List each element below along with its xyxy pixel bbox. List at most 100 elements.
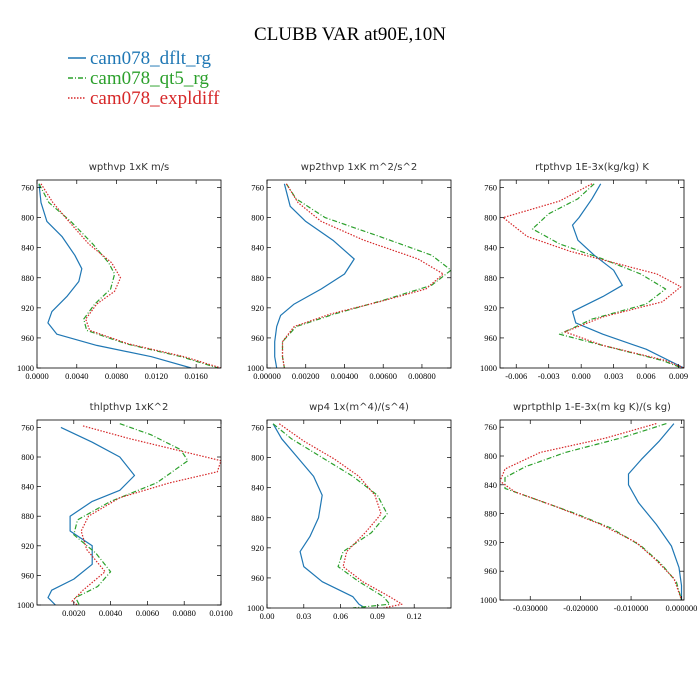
y-tick-label: 760 (484, 422, 497, 432)
series-line-cam078_dflt_rg (274, 183, 355, 368)
y-tick-label: 840 (251, 483, 264, 493)
panel-title: rtpthvp 1E-3x(kg/kg) K (535, 162, 649, 173)
panel-6: wprtpthlp 1-E-3x(m kg K)/(s kg) 760 800 840… (480, 402, 697, 613)
plot-frame (36, 179, 222, 369)
series-line-cam078_qt5_rg (504, 423, 683, 600)
panel-title: wp4 1x(m^4)/(s^4) (309, 402, 409, 413)
series-line-cam078_expldiff (278, 423, 403, 608)
plot-frame (499, 419, 685, 601)
panel-title: wprtpthlp 1-E-3x(m kg K)/(s kg) (513, 402, 671, 413)
y-tick-label: 760 (21, 422, 34, 432)
y-tick-label: 1000 (17, 600, 34, 610)
y-tick-label: 800 (251, 453, 264, 463)
x-tick-label: -0.010000 (614, 603, 649, 613)
y-tick-label: 920 (251, 543, 264, 553)
panel-3: rtpthvp 1E-3x(kg/kg) K 760 800 840 880 920 960… (480, 162, 688, 381)
y-tick-label: 1000 (247, 603, 264, 613)
panel-title: wpthvp 1xK m/s (89, 162, 170, 173)
y-tick-label: 920 (484, 537, 497, 547)
panel-title: thlpthvp 1xK^2 (90, 402, 169, 413)
series-line-cam078_dflt_rg (47, 426, 136, 605)
x-tick-label: 0.0080 (173, 608, 196, 618)
series-line-cam078_qt5_rg (272, 423, 391, 608)
y-tick-label: 920 (251, 303, 264, 313)
x-tick-label: 0.003 (604, 371, 623, 381)
x-tick-label: 0.000000 (666, 603, 698, 613)
y-tick-label: 960 (251, 573, 264, 583)
series-line-cam078_qt5_rg (281, 183, 451, 368)
series-line-cam078_expldiff (500, 423, 683, 600)
panel-2: wp2thvp 1xK m^2/s^2 760 800 840 880 920 960 100… (247, 162, 452, 381)
y-tick-label: 840 (21, 243, 34, 253)
plot-frame (499, 179, 685, 369)
panel-5: wp4 1x(m^4)/(s^4) 760 800 840 880 920 960 1000 0… (247, 402, 452, 621)
x-tick-label: -0.006 (505, 371, 527, 381)
y-tick-label: 920 (484, 303, 497, 313)
plot-frame (36, 419, 222, 606)
series-group (274, 183, 451, 368)
series-group (500, 423, 683, 600)
y-tick-label: 760 (251, 423, 264, 433)
x-tick-label: 0.0040 (99, 608, 122, 618)
series-line-cam078_expldiff (40, 183, 221, 368)
series-line-cam078_expldiff (281, 183, 444, 368)
x-tick-label: 0.00200 (292, 371, 320, 381)
series-line-cam078_dflt_rg (272, 423, 366, 608)
series-group (502, 183, 684, 368)
legend-label-expldiff: cam078_expldiff (90, 88, 220, 109)
x-tick-label: 0.00800 (408, 371, 436, 381)
y-tick-label: 880 (484, 273, 497, 283)
y-tick-label: 880 (251, 273, 264, 283)
panels: wpthvp 1xK m/s76080084088092096010000.00… (17, 162, 697, 621)
series-group (38, 183, 221, 368)
x-tick-label: 0.006 (637, 371, 656, 381)
y-tick-label: 800 (21, 452, 34, 462)
y-tick-label: 880 (21, 511, 34, 521)
series-line-cam078_expldiff (71, 425, 221, 605)
y-tick-label: 1000 (17, 363, 34, 373)
x-tick-label: 0.0120 (145, 371, 168, 381)
x-tick-label: 0.0000 (25, 371, 48, 381)
x-tick-label: -0.003 (538, 371, 560, 381)
y-tick-label: 760 (251, 183, 264, 193)
plot-frame (266, 419, 452, 609)
y-tick-label: 760 (484, 183, 497, 193)
y-tick-label: 880 (251, 513, 264, 523)
y-tick-label: 760 (21, 183, 34, 193)
y-tick-label: 1000 (480, 595, 497, 605)
y-tick-label: 840 (251, 243, 264, 253)
y-tick-label: 800 (251, 213, 264, 223)
x-tick-label: 0.0020 (62, 608, 85, 618)
x-tick-label: 0.000 (572, 371, 591, 381)
y-tick-label: 800 (21, 213, 34, 223)
x-tick-label: 0.00000 (253, 371, 281, 381)
series-line-cam078_qt5_rg (73, 423, 189, 605)
series-line-cam078_expldiff (502, 183, 684, 368)
x-tick-label: -0.020000 (563, 603, 598, 613)
x-tick-label: 0.00600 (369, 371, 397, 381)
x-tick-label: 0.0100 (209, 608, 232, 618)
series-line-cam078_dflt_rg (627, 423, 683, 600)
legend-label-qt5: cam078_qt5_rg (90, 68, 209, 89)
series-line-cam078_dflt_rg (38, 183, 192, 368)
panel-1: wpthvp 1xK m/s76080084088092096010000.00… (17, 162, 222, 381)
y-tick-label: 800 (484, 451, 497, 461)
y-tick-label: 1000 (247, 363, 264, 373)
figure-title: CLUBB VAR at90E,10N (254, 24, 446, 45)
x-tick-label: 0.12 (407, 611, 422, 621)
x-tick-label: 0.009 (669, 371, 688, 381)
x-tick-label: 0.03 (296, 611, 311, 621)
y-tick-label: 960 (21, 333, 34, 343)
y-tick-label: 880 (484, 509, 497, 519)
x-tick-label: 0.0060 (136, 608, 159, 618)
series-group (47, 423, 221, 605)
x-tick-label: 0.0160 (184, 371, 207, 381)
x-tick-label: -0.030000 (513, 603, 548, 613)
legend-label-dflt: cam078_dflt_rg (90, 48, 212, 69)
panel-title: wp2thvp 1xK m^2/s^2 (301, 162, 417, 173)
y-tick-label: 920 (21, 541, 34, 551)
legend: cam078_dflt_rg cam078_qt5_rg cam078_expl… (68, 48, 220, 109)
y-tick-label: 840 (484, 243, 497, 253)
series-line-cam078_dflt_rg (571, 183, 684, 368)
y-tick-label: 880 (21, 273, 34, 283)
